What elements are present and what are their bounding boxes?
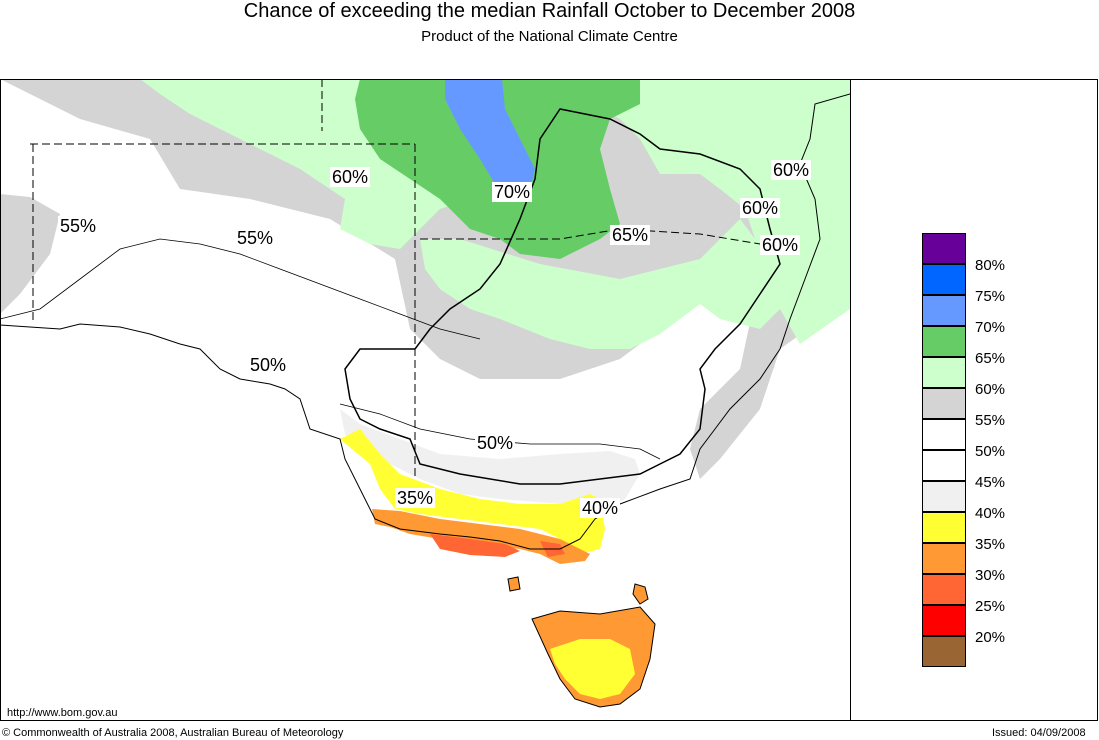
legend-swatch bbox=[922, 295, 966, 326]
zone-35 bbox=[372, 509, 590, 564]
zone-60-south bbox=[420, 219, 780, 349]
legend-swatch bbox=[922, 605, 966, 636]
zone-55-west bbox=[0, 194, 60, 314]
legend-label: 75% bbox=[975, 288, 1006, 305]
legend-label: 50% bbox=[975, 443, 1006, 460]
contour-55 bbox=[0, 238, 481, 340]
map-label-40: 40% bbox=[580, 498, 621, 518]
footer-issued: Issued: 04/09/2008 bbox=[992, 727, 1086, 739]
rainfall-map bbox=[0, 79, 850, 721]
footer-url: http://www.bom.gov.au bbox=[7, 707, 118, 719]
basin-boundary bbox=[344, 108, 781, 485]
legend-label: 45% bbox=[975, 474, 1006, 491]
map-label-70: 70% bbox=[492, 182, 533, 202]
legend-swatch bbox=[922, 481, 966, 512]
map-label-55-west: 55% bbox=[58, 216, 99, 236]
map-label-60-ne-a: 60% bbox=[771, 160, 812, 180]
map-label-50-south: 50% bbox=[475, 433, 516, 453]
map-label-50-west: 50% bbox=[248, 355, 289, 375]
map-title: Chance of exceeding the median Rainfall … bbox=[243, 0, 856, 22]
legend-swatch bbox=[922, 388, 966, 419]
tasmania-40 bbox=[550, 639, 635, 699]
legend-swatch bbox=[922, 512, 966, 543]
map-label-55-central: 55% bbox=[235, 228, 276, 248]
zone-55-north bbox=[0, 79, 850, 479]
legend-swatch bbox=[922, 233, 966, 264]
legend-swatch bbox=[922, 450, 966, 481]
legend-swatch bbox=[922, 574, 966, 605]
footer-copyright: © Commonwealth of Australia 2008, Austra… bbox=[2, 727, 344, 739]
legend-label: 70% bbox=[975, 319, 1006, 336]
legend-label: 40% bbox=[975, 505, 1006, 522]
legend-swatch bbox=[922, 636, 966, 667]
legend-swatch bbox=[922, 326, 966, 357]
map-label-60-ne-c: 60% bbox=[760, 235, 801, 255]
legend-swatch bbox=[922, 264, 966, 295]
zone-60 bbox=[140, 79, 850, 344]
legend-swatch bbox=[922, 357, 966, 388]
map-subtitle: Product of the National Climate Centre bbox=[421, 28, 678, 45]
legend-label: 55% bbox=[975, 412, 1006, 429]
legend-label: 20% bbox=[975, 629, 1006, 646]
legend-label: 30% bbox=[975, 567, 1006, 584]
map-frame bbox=[0, 79, 1098, 721]
state-border-qld-nsw bbox=[420, 228, 761, 245]
map-legend-divider bbox=[850, 79, 851, 721]
legend-swatch bbox=[922, 543, 966, 574]
zone-70 bbox=[445, 79, 535, 199]
map-label-60-north: 60% bbox=[330, 167, 371, 187]
legend-swatch bbox=[922, 419, 966, 450]
zone-40 bbox=[340, 429, 605, 554]
legend-label: 60% bbox=[975, 381, 1006, 398]
legend-label: 35% bbox=[975, 536, 1006, 553]
legend-label: 80% bbox=[975, 257, 1006, 274]
map-label-65: 65% bbox=[610, 225, 651, 245]
zone-30 bbox=[430, 534, 520, 557]
legend-label: 25% bbox=[975, 598, 1006, 615]
map-label-35: 35% bbox=[395, 488, 436, 508]
legend-label: 65% bbox=[975, 350, 1006, 367]
map-label-60-ne-b: 60% bbox=[740, 198, 781, 218]
coastline bbox=[0, 93, 850, 550]
